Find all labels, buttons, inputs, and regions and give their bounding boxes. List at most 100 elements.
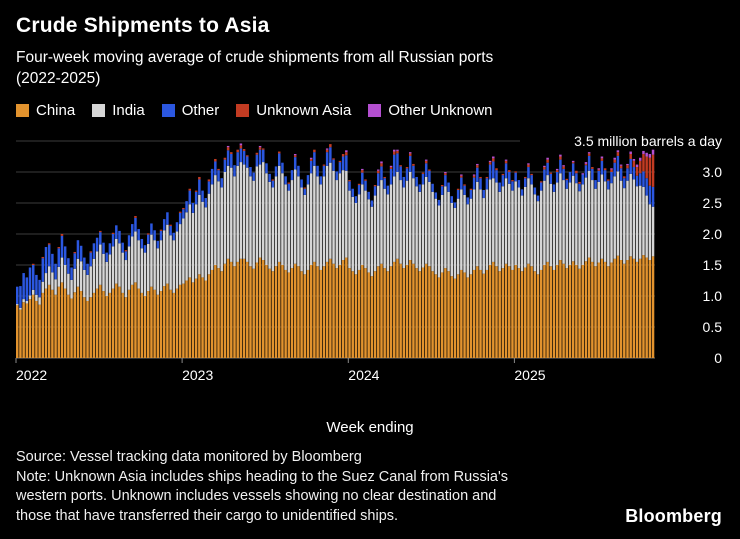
bar-segment <box>99 232 102 245</box>
bar-segment <box>527 164 530 168</box>
bar-segment <box>571 162 575 164</box>
bar-segment <box>555 168 559 171</box>
bar-segment <box>511 269 514 358</box>
bar-segment <box>421 173 425 185</box>
bar-segment <box>616 150 620 153</box>
bar-segment <box>450 203 454 277</box>
bar-segment <box>434 198 438 275</box>
bar-segment <box>530 173 533 176</box>
bar-segment <box>552 184 556 192</box>
bar-segment <box>460 175 463 178</box>
bar-segment <box>383 268 386 358</box>
bar-segment <box>501 173 505 176</box>
bar-segment <box>124 260 128 298</box>
bar-segment <box>89 252 92 267</box>
bar-segment <box>99 284 102 358</box>
bar-segment <box>293 155 297 158</box>
bar-segment <box>504 163 508 179</box>
bar-segment <box>651 256 655 358</box>
bar-segment <box>60 234 64 236</box>
bar-segment <box>258 145 262 148</box>
bar-segment <box>345 170 348 258</box>
bar-segment <box>325 148 329 150</box>
bar-segment <box>476 163 479 166</box>
bar-segment <box>543 169 546 181</box>
bar-segment <box>83 269 86 298</box>
bar-segment <box>338 160 342 163</box>
bar-segment <box>456 198 460 275</box>
bar-segment <box>303 188 307 195</box>
bar-segment <box>469 274 473 358</box>
bar-segment <box>182 209 185 219</box>
bar-segment <box>591 261 594 358</box>
bar-segment <box>495 168 498 171</box>
bar-segment <box>271 179 275 181</box>
bar-segment <box>591 180 594 262</box>
bar-segment <box>341 154 345 157</box>
bar-segment <box>645 178 648 196</box>
bar-segment <box>335 180 338 269</box>
bar-segment <box>246 167 249 262</box>
bar-segment <box>450 196 454 203</box>
x-tick-label: 2022 <box>16 367 47 383</box>
bar-segment <box>198 179 201 195</box>
chart-plot: 0 0.5 1.0 1.5 2.0 2.5 3.0 3.5 million barrels a… <box>0 126 740 394</box>
bar-segment <box>111 246 115 289</box>
bar-segment <box>357 194 361 270</box>
bar-segment <box>492 178 495 262</box>
bar-segment <box>51 272 54 290</box>
bar-segment <box>22 273 25 300</box>
bar-segment <box>306 269 310 358</box>
bar-segment <box>86 274 89 301</box>
bar-segment <box>169 224 172 226</box>
bar-segment <box>575 173 578 184</box>
bar-segment <box>182 218 185 284</box>
bar-segment <box>287 272 291 358</box>
bar-segment <box>453 207 457 279</box>
bar-segment <box>373 186 377 196</box>
bar-segment <box>610 262 613 358</box>
bar-segment <box>623 263 626 358</box>
bar-segment <box>456 274 460 358</box>
bar-segment <box>277 151 281 154</box>
y-tick-label: 1.5 <box>703 257 723 273</box>
bar-segment <box>456 188 460 190</box>
bar-segment <box>67 258 70 274</box>
bar-segment <box>31 265 35 290</box>
bar-segment <box>460 177 463 190</box>
bar-segment <box>405 167 409 169</box>
bar-segment <box>635 175 639 187</box>
bar-segment <box>159 230 163 241</box>
bar-segment <box>51 253 54 273</box>
bar-segment <box>214 175 217 265</box>
bar-segment <box>635 186 639 262</box>
bar-segment <box>476 167 479 182</box>
y-tick-label: 1.0 <box>703 288 723 304</box>
bar-segment <box>389 184 393 267</box>
bar-segment <box>610 169 613 172</box>
bar-segment <box>645 257 648 358</box>
bar-segment <box>603 170 607 182</box>
bar-segment <box>552 269 556 358</box>
bar-segment <box>102 242 105 254</box>
bar-segment <box>539 182 543 191</box>
bar-segment <box>262 149 265 163</box>
bar-segment <box>277 261 281 358</box>
bar-segment <box>527 167 530 179</box>
bar-segment <box>79 245 83 262</box>
bar-segment <box>584 261 588 358</box>
bar-segment <box>485 269 489 358</box>
bar-segment <box>571 261 575 358</box>
bar-segment <box>498 182 501 192</box>
bar-segment <box>603 261 607 358</box>
bar-segment <box>623 188 626 264</box>
bar-segment <box>581 184 584 265</box>
bar-segment <box>290 170 294 181</box>
bar-segment <box>329 162 332 259</box>
bar-segment <box>293 263 297 358</box>
bar-segment <box>150 234 153 287</box>
bar-segment <box>377 169 380 171</box>
bar-segment <box>504 159 508 161</box>
bar-segment <box>482 198 485 274</box>
bar-segment <box>41 281 45 293</box>
